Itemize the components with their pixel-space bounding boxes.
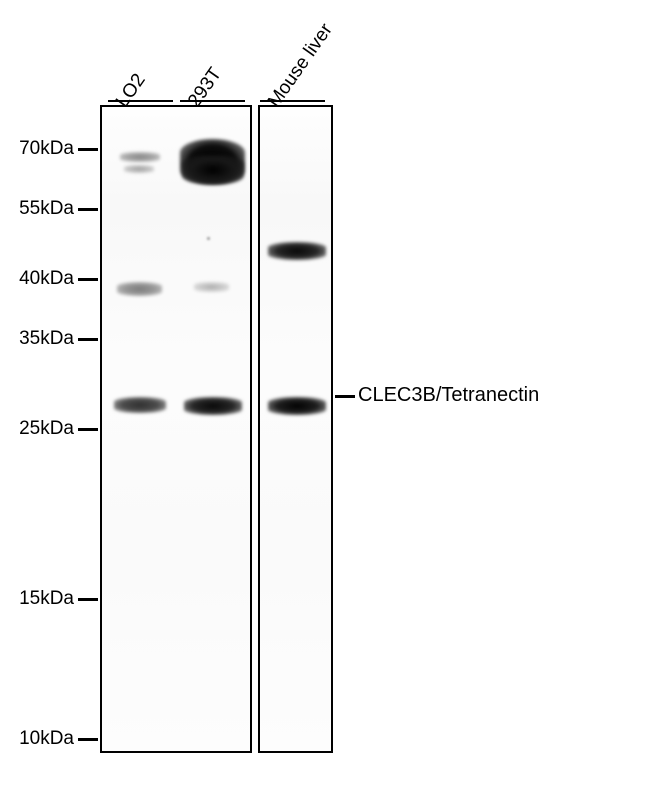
protein-band (120, 152, 160, 162)
mw-tick (78, 598, 98, 601)
protein-tick (335, 395, 355, 398)
mw-tick (78, 278, 98, 281)
mw-label: 15kDa (10, 588, 74, 610)
mw-label: 40kDa (10, 268, 74, 290)
mw-label: 35kDa (10, 328, 74, 350)
protein-band (182, 155, 244, 185)
protein-band (268, 397, 326, 415)
lane-underline (180, 100, 245, 102)
mw-label: 10kDa (10, 728, 74, 750)
protein-band (194, 282, 229, 292)
lane-underline (108, 100, 173, 102)
mw-tick (78, 148, 98, 151)
lane-underline (260, 100, 325, 102)
mw-tick (78, 338, 98, 341)
protein-label: CLEC3B/Tetranectin (358, 384, 539, 407)
protein-band (184, 397, 242, 415)
protein-band (117, 282, 162, 296)
protein-band (268, 242, 326, 260)
blot-panel (258, 105, 333, 753)
mw-label: 70kDa (10, 138, 74, 160)
protein-band (124, 165, 154, 173)
noise-spot (207, 237, 210, 240)
protein-band (114, 397, 166, 413)
mw-tick (78, 738, 98, 741)
blot-panel (100, 105, 252, 753)
western-blot-figure: 70kDa55kDa40kDa35kDa25kDa15kDa10kDa LO22… (0, 0, 650, 790)
mw-label: 55kDa (10, 198, 74, 220)
lane-label: Mouse liver (264, 20, 338, 112)
mw-tick (78, 428, 98, 431)
mw-tick (78, 208, 98, 211)
mw-label: 25kDa (10, 418, 74, 440)
